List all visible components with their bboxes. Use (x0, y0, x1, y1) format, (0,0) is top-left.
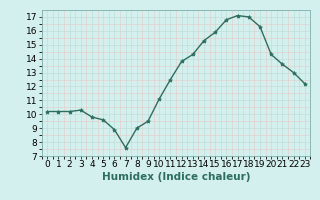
X-axis label: Humidex (Indice chaleur): Humidex (Indice chaleur) (102, 172, 250, 182)
